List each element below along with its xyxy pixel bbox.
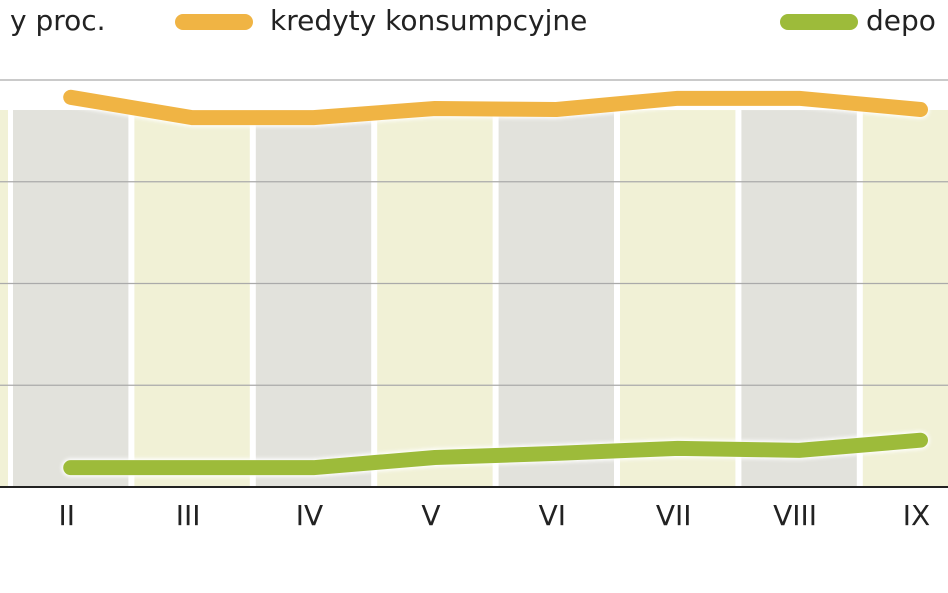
column (134, 110, 250, 487)
column (498, 110, 614, 487)
column (255, 110, 372, 487)
column (13, 110, 129, 487)
x-tick-label: VII (656, 499, 692, 532)
x-tick-label: III (176, 499, 201, 532)
column (377, 110, 493, 487)
x-tick-label: IX (903, 499, 930, 532)
legend-label: depo (866, 4, 936, 37)
x-tick-label: II (58, 499, 75, 532)
column (620, 110, 736, 487)
data-line (63, 432, 928, 476)
data-line (63, 89, 928, 126)
x-tick-label: VI (539, 499, 566, 532)
legend-label: kredyty konsumpcyjne (270, 4, 587, 37)
column (862, 110, 948, 487)
unit-label: y proc. (10, 4, 106, 37)
x-tick-label: VIII (773, 499, 817, 532)
x-tick-label: V (421, 499, 440, 532)
background (0, 110, 948, 487)
x-tick-label: IV (296, 499, 323, 532)
column (0, 110, 8, 487)
column (741, 110, 857, 487)
